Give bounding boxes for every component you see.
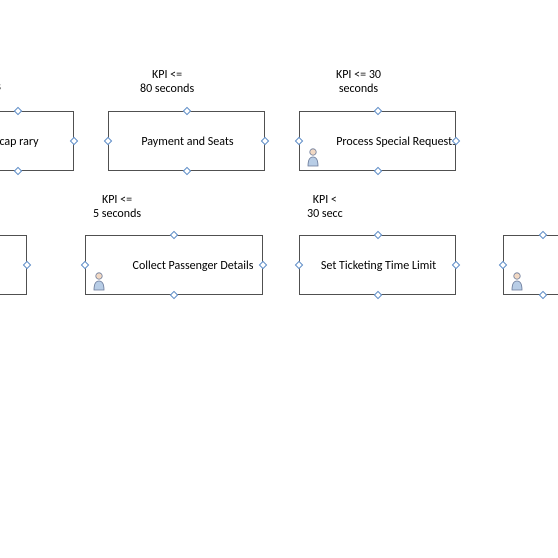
node-payment-seats[interactable]: Payment and Seats <box>108 111 265 171</box>
node-recap-label: cap rary <box>0 112 75 172</box>
person-icon <box>91 271 107 291</box>
node-collect-passenger[interactable]: Collect Passenger Details <box>85 235 263 295</box>
node-recap[interactable]: cap rary <box>0 111 74 171</box>
person-icon <box>305 147 321 167</box>
node-payment-label: Payment and Seats <box>109 112 266 172</box>
kpi-payment: KPI <= 80 seconds <box>140 68 194 97</box>
kpi-special: KPI <= 30 seconds <box>336 68 381 97</box>
node-ticketing-limit[interactable]: Set Ticketing Time Limit <box>299 235 456 295</box>
kpi-recap: ds <box>0 80 1 94</box>
node-special-label: Process Special Requests <box>300 112 475 172</box>
node-collect-label: Collect Passenger Details <box>86 236 282 296</box>
kpi-ticket: KPI <= 5 seconds <box>93 193 141 222</box>
node-ticket-label: Set Ticketing Time Limit <box>300 236 457 296</box>
person-icon <box>509 271 525 291</box>
kpi-right-cut: KPI < 30 secc <box>307 193 343 222</box>
node-process-special[interactable]: Process Special Requests <box>299 111 456 171</box>
